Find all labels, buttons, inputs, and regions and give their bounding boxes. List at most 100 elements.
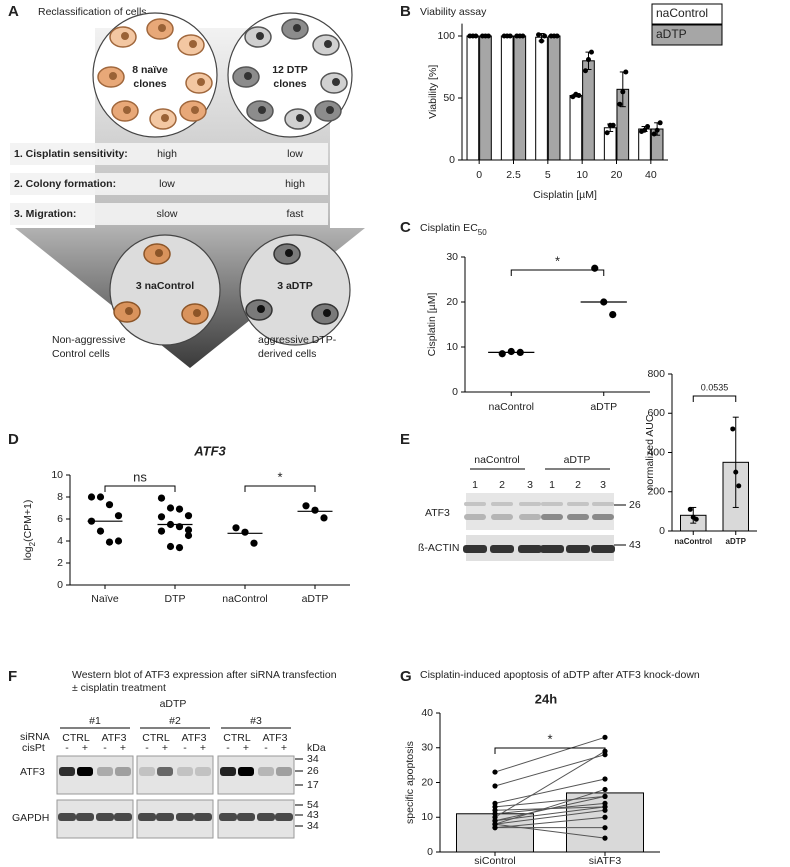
- legend-label: aDTP: [656, 27, 687, 41]
- nucleus: [155, 249, 163, 257]
- criteria-row: [10, 173, 328, 195]
- data-point: [498, 350, 506, 358]
- data-point: [610, 122, 616, 128]
- data-point: [250, 539, 258, 547]
- cispt-label: +: [120, 742, 126, 754]
- band: [464, 514, 486, 520]
- data-point: [602, 825, 608, 831]
- nucleus: [332, 78, 340, 86]
- sirna-label: CTRL: [142, 732, 170, 744]
- data-point: [507, 347, 515, 356]
- data-point: [585, 57, 591, 63]
- panel-letter: D: [8, 431, 19, 448]
- chart-title: Cisplatin-induced apoptosis of aDTP afte…: [420, 669, 700, 681]
- data-point: [492, 769, 498, 775]
- lane-number: 2: [575, 479, 581, 491]
- y-tick-label: 0: [452, 386, 458, 398]
- data-point: [617, 101, 623, 107]
- group-label: #3: [250, 715, 262, 727]
- nucleus: [324, 40, 332, 48]
- criteria-dtp: fast: [287, 208, 304, 220]
- data-point: [157, 527, 166, 535]
- nucleus: [123, 106, 131, 114]
- y-tick-label: 6: [57, 513, 63, 525]
- y-axis-label: Cisplatin [µM]: [426, 293, 438, 357]
- data-point: [492, 783, 498, 789]
- band: [541, 502, 563, 506]
- legend-swatch: [651, 3, 723, 25]
- bar: [466, 35, 480, 161]
- band: [567, 514, 589, 520]
- blot-row-label: ß-ACTIN: [418, 542, 459, 554]
- row-label: siRNA: [20, 731, 50, 743]
- bar: [582, 60, 595, 161]
- x-tick-label: 40: [645, 169, 657, 181]
- pool-label: 8 naïve: [132, 64, 168, 76]
- data-point: [492, 825, 498, 831]
- band: [519, 502, 541, 506]
- x-tick-label: Naïve: [91, 593, 119, 605]
- data-point: [642, 127, 648, 133]
- nucleus: [191, 106, 199, 114]
- data-point: [175, 505, 184, 513]
- data-point: [166, 542, 175, 551]
- band: [464, 502, 486, 506]
- bar: [547, 35, 561, 161]
- data-point: [87, 493, 96, 501]
- x-tick-label: 2.5: [506, 169, 521, 181]
- pair-line: [494, 823, 606, 839]
- criteria-name: 1. Cisplatin sensitivity:: [14, 148, 128, 160]
- marker-label: 17: [307, 779, 319, 791]
- data-point: [602, 793, 608, 800]
- blot: [466, 493, 614, 530]
- nucleus: [189, 40, 197, 48]
- band: [177, 767, 193, 776]
- legend-label: naControl: [656, 6, 708, 20]
- y-tick-label: 8: [57, 491, 63, 503]
- data-point: [114, 512, 123, 520]
- x-tick-label: siControl: [474, 855, 515, 867]
- data-point: [730, 426, 736, 432]
- data-point: [114, 537, 123, 545]
- x-tick-label: naControl: [488, 401, 534, 413]
- panel-letter: E: [400, 431, 410, 448]
- nucleus: [326, 106, 334, 114]
- nucleus: [256, 32, 264, 40]
- y-tick-label: 0: [57, 579, 63, 591]
- pair-line: [494, 795, 606, 808]
- y-tick-label: 20: [421, 776, 433, 788]
- data-point: [687, 506, 693, 512]
- y-tick-label: 2: [57, 557, 63, 569]
- pair-line: [494, 750, 606, 818]
- nucleus: [285, 249, 293, 257]
- lane-number: 3: [600, 479, 606, 491]
- chart-title: Cisplatin EC50: [420, 222, 487, 237]
- band: [139, 767, 155, 776]
- x-tick-label: 0: [476, 169, 482, 181]
- y-axis-label-text: Viability [%]: [427, 65, 439, 119]
- criteria-name: 2. Colony formation:: [14, 178, 116, 190]
- data-point: [241, 528, 249, 536]
- y-axis-label: Viability [%]: [427, 65, 439, 119]
- lane-number: 1: [472, 479, 478, 491]
- blot-row-label: GAPDH: [12, 812, 49, 824]
- band: [59, 767, 75, 776]
- data-point: [654, 127, 660, 133]
- criteria-naive: slow: [156, 208, 177, 220]
- criteria-name: 3. Migration:: [14, 208, 76, 220]
- criteria-dtp: low: [287, 148, 303, 160]
- y-tick-label: 10: [421, 811, 433, 823]
- nucleus: [244, 72, 252, 80]
- cell-line: aDTP: [160, 698, 187, 710]
- band: [591, 545, 615, 553]
- significance-bracket: [510, 269, 605, 276]
- data-point: [645, 124, 651, 130]
- y-axis-label-text: log: [22, 546, 34, 560]
- lane-number: 3: [527, 479, 533, 491]
- data-point: [302, 502, 310, 510]
- data-point: [602, 786, 608, 793]
- nucleus: [296, 114, 304, 122]
- nucleus: [109, 72, 117, 80]
- cispt-label: -: [226, 742, 230, 754]
- data-point: [576, 93, 582, 99]
